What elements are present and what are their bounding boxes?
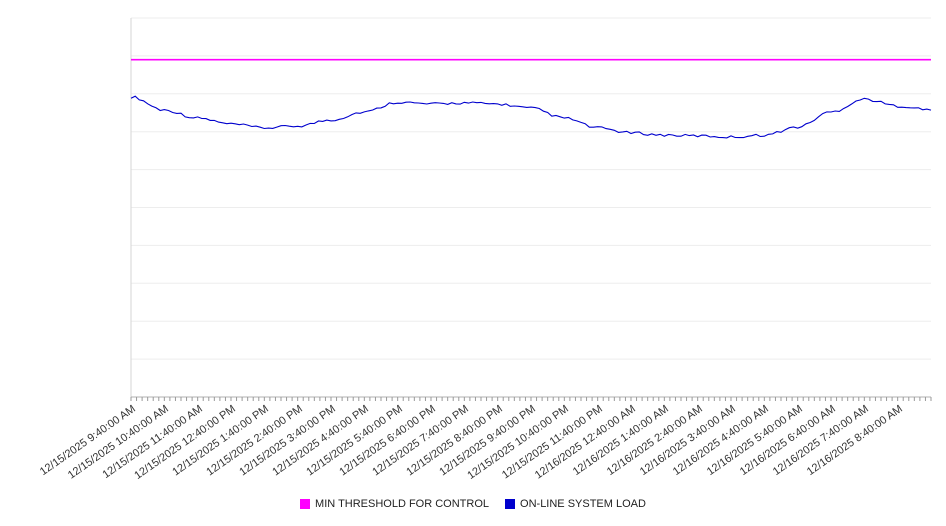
legend-label-min-threshold: MIN THRESHOLD FOR CONTROL [315, 498, 490, 510]
legend-swatch-blue-icon [505, 499, 516, 509]
legend-item-system-load[interactable]: ON-LINE SYSTEM LOAD [505, 498, 646, 510]
legend-swatch-magenta-icon [300, 499, 311, 509]
system-load-line [130, 95, 932, 139]
line-chart-plot [130, 17, 932, 401]
legend-label-system-load: ON-LINE SYSTEM LOAD [520, 498, 646, 510]
chart-legend: MIN THRESHOLD FOR CONTROL ON-LINE SYSTEM… [0, 498, 946, 510]
legend-item-min-threshold[interactable]: MIN THRESHOLD FOR CONTROL [300, 498, 489, 510]
